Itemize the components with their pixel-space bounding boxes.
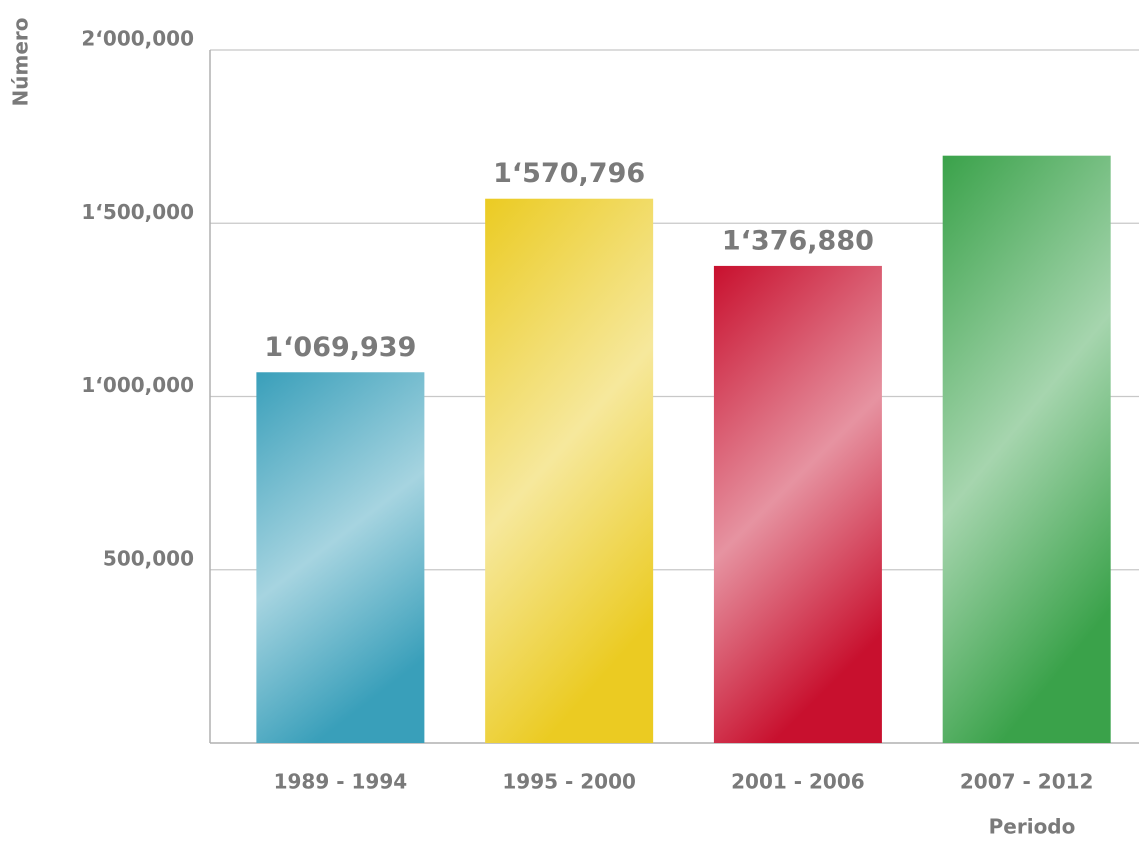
x-tick-label: 2007 - 2012 xyxy=(960,770,1094,794)
bar xyxy=(713,265,882,743)
x-tick-label: 1995 - 2000 xyxy=(502,770,636,794)
x-axis-label: Periodo xyxy=(989,815,1076,839)
bar xyxy=(485,198,654,744)
bar xyxy=(256,372,425,743)
x-tick-label: 2001 - 2006 xyxy=(731,770,865,794)
value-label: 1‘570,796 xyxy=(493,158,645,189)
y-tick-label: 2‘000,000 xyxy=(81,27,194,51)
y-tick-label: 500,000 xyxy=(103,546,194,570)
value-label: 1‘376,880 xyxy=(722,225,874,256)
y-tick-label: 1‘000,000 xyxy=(81,373,194,397)
x-tick-label: 1989 - 1994 xyxy=(274,770,408,794)
value-label: 1‘069,939 xyxy=(264,332,416,363)
bar xyxy=(942,155,1111,743)
y-tick-label: 1‘500,000 xyxy=(81,200,194,224)
y-axis-label: Número xyxy=(9,18,33,107)
